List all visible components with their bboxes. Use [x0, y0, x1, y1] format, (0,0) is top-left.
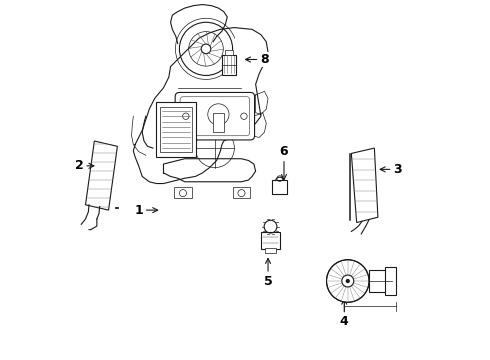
Bar	[225, 50, 233, 54]
Text: 3: 3	[380, 163, 402, 176]
Bar	[385, 267, 395, 295]
Circle shape	[345, 279, 350, 283]
Bar	[174, 187, 192, 198]
Text: 7: 7	[166, 106, 190, 119]
Circle shape	[342, 275, 354, 287]
Bar	[261, 232, 280, 249]
Text: 2: 2	[75, 159, 94, 172]
Bar	[156, 102, 196, 157]
Bar	[272, 180, 287, 194]
Circle shape	[326, 260, 369, 302]
Polygon shape	[85, 141, 118, 210]
Text: 5: 5	[264, 258, 272, 288]
Bar	[369, 270, 392, 292]
Text: 1: 1	[134, 204, 158, 217]
Text: 8: 8	[245, 53, 269, 66]
Bar	[160, 107, 192, 152]
Bar	[213, 113, 224, 132]
Text: 4: 4	[340, 299, 348, 328]
Bar	[265, 248, 276, 253]
FancyBboxPatch shape	[175, 93, 255, 140]
Polygon shape	[351, 148, 378, 222]
Bar	[233, 187, 250, 198]
Text: 6: 6	[280, 145, 288, 180]
Bar	[221, 54, 237, 75]
